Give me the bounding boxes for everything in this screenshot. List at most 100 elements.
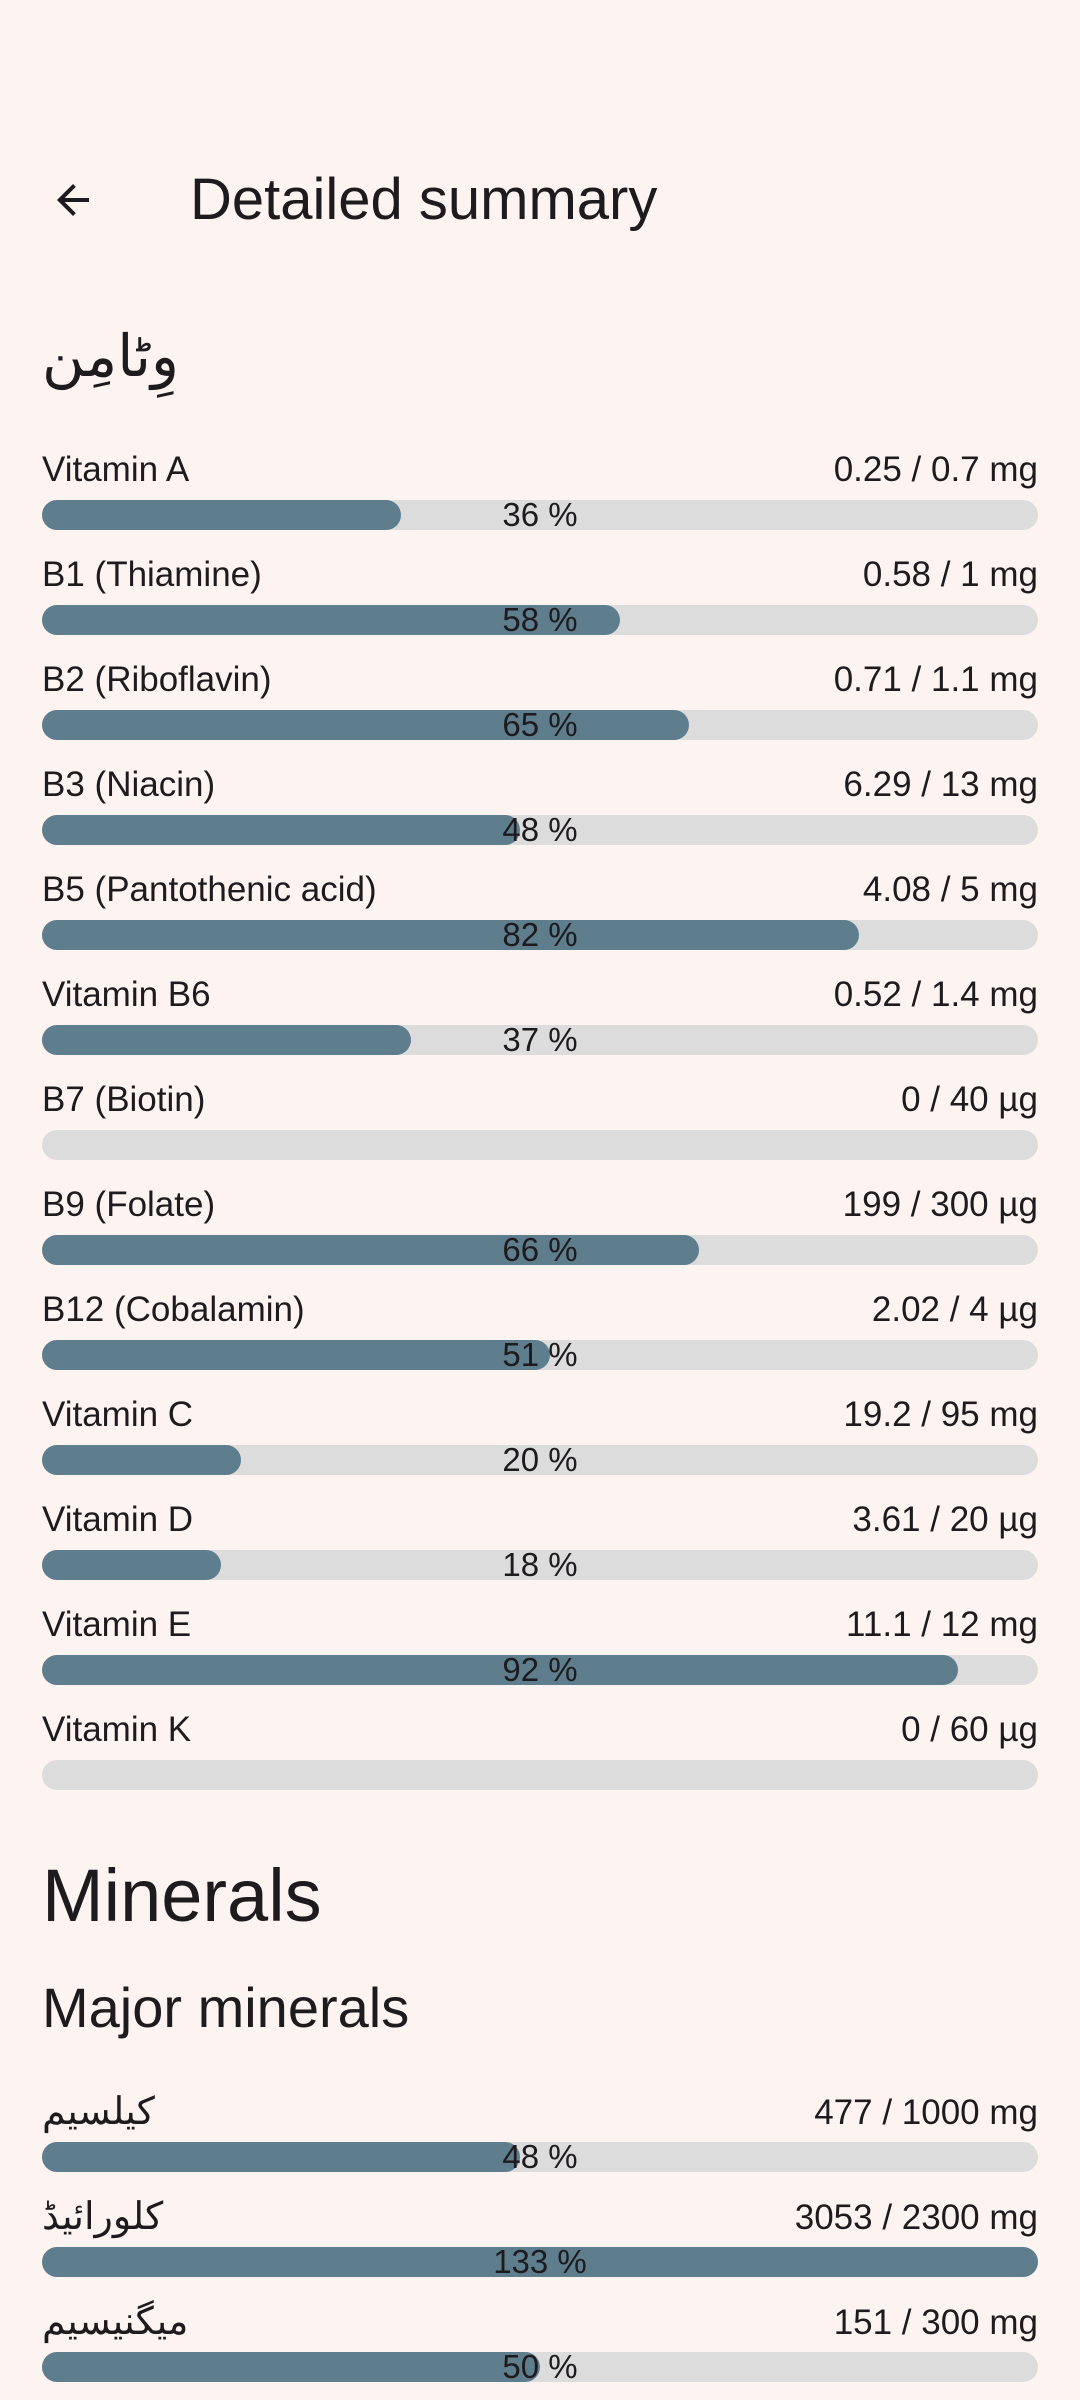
nutrient-value: 3.61 / 20 µg xyxy=(852,1500,1038,1539)
progress-bar: 48 % xyxy=(42,813,1038,847)
nutrient-row: B3 (Niacin) 6.29 / 13 mg 48 % xyxy=(42,763,1038,868)
nutrient-value: 199 / 300 µg xyxy=(842,1185,1038,1224)
nutrient-row: Vitamin B6 0.52 / 1.4 mg 37 % xyxy=(42,973,1038,1078)
nutrient-label: B12 (Cobalamin) xyxy=(42,1290,305,1329)
nutrient-value: 0.58 / 1 mg xyxy=(862,555,1038,594)
nutrient-row-head: B9 (Folate) 199 / 300 µg xyxy=(42,1183,1038,1227)
progress-percent-label: 65 % xyxy=(502,706,578,743)
nutrient-value: 0.52 / 1.4 mg xyxy=(833,975,1038,1014)
nutrient-value: 477 / 1000 mg xyxy=(814,2093,1038,2132)
progress-bar-fill xyxy=(42,920,859,950)
nutrient-label: B3 (Niacin) xyxy=(42,765,216,804)
arrow-left-icon xyxy=(49,176,97,224)
nutrient-label: میگنیسیم xyxy=(42,2301,189,2343)
nutrient-value: 0.25 / 0.7 mg xyxy=(833,450,1038,489)
progress-bar: 36 % xyxy=(42,496,1038,533)
progress-percent-label: 20 % xyxy=(502,1441,578,1478)
nutrient-label: B1 (Thiamine) xyxy=(42,555,262,594)
progress-bar-fill xyxy=(42,1655,959,1685)
nutrient-row-head: B12 (Cobalamin) 2.02 / 4 µg xyxy=(42,1288,1038,1332)
progress-bar: 50 % xyxy=(42,2348,1038,2385)
nutrient-value: 19.2 / 95 mg xyxy=(843,1395,1038,1434)
progress-bar-fill xyxy=(42,2352,540,2382)
nutrient-label: کلورائیڈ xyxy=(42,2196,164,2238)
nutrient-row: کیلسیم 477 / 1000 mg 48 % xyxy=(42,2090,1038,2195)
progress-bar: 66 % xyxy=(42,1231,1038,1268)
nutrient-label: B2 (Riboflavin) xyxy=(42,660,272,699)
progress-bar: 65 % xyxy=(42,706,1038,743)
progress-percent-label: 92 % xyxy=(502,1651,578,1688)
nutrient-row: Vitamin K 0 / 60 µg xyxy=(42,1708,1038,1813)
nutrient-label: Vitamin B6 xyxy=(42,975,211,1014)
nutrient-value: 0.71 / 1.1 mg xyxy=(833,660,1038,699)
nutrient-label: B5 (Pantothenic acid) xyxy=(42,870,377,909)
progress-percent-label: 133 % xyxy=(493,2243,587,2280)
progress-bar xyxy=(42,1130,1038,1160)
nutrient-value: 2.02 / 4 µg xyxy=(871,1290,1038,1329)
nutrient-value: 151 / 300 mg xyxy=(833,2303,1038,2342)
nutrient-row-head: کلورائیڈ 3053 / 2300 mg xyxy=(42,2195,1038,2239)
progress-percent-label: 36 % xyxy=(502,496,578,533)
nutrient-row-head: Vitamin A 0.25 / 0.7 mg xyxy=(42,448,1038,492)
nutrient-label: Vitamin A xyxy=(42,450,190,489)
progress-bar-fill xyxy=(42,500,401,530)
nutrient-row-head: B3 (Niacin) 6.29 / 13 mg xyxy=(42,763,1038,807)
content-scroll-area[interactable]: وِٹامِن Vitamin A 0.25 / 0.7 mg 36 % B1 … xyxy=(0,302,1080,2400)
progress-percent-label: 37 % xyxy=(502,1021,578,1058)
nutrient-row-head: B7 (Biotin) 0 / 40 µg xyxy=(42,1078,1038,1122)
progress-percent-label: 82 % xyxy=(502,916,578,953)
nutrient-row-head: Vitamin E 11.1 / 12 mg xyxy=(42,1603,1038,1647)
minerals-section-heading: Minerals xyxy=(42,1854,322,1937)
nutrient-row-head: Vitamin C 19.2 / 95 mg xyxy=(42,1393,1038,1437)
nutrient-row: B5 (Pantothenic acid) 4.08 / 5 mg 82 % xyxy=(42,868,1038,973)
progress-bar: 48 % xyxy=(42,2138,1038,2175)
nutrient-row: Vitamin D 3.61 / 20 µg 18 % xyxy=(42,1498,1038,1603)
nutrient-row: میگنیسیم 151 / 300 mg 50 % xyxy=(42,2300,1038,2400)
progress-bar: 133 % xyxy=(42,2243,1038,2280)
nutrient-label: Vitamin K xyxy=(42,1710,192,1749)
minerals-list: کیلسیم 477 / 1000 mg 48 % کلورائیڈ 3053 … xyxy=(0,2090,1080,2400)
nutrient-value: 6.29 / 13 mg xyxy=(843,765,1038,804)
nutrient-row-head: B1 (Thiamine) 0.58 / 1 mg xyxy=(42,553,1038,597)
progress-bar: 51 % xyxy=(42,1336,1038,1373)
nutrient-label: B7 (Biotin) xyxy=(42,1080,206,1119)
nutrient-row: Vitamin A 0.25 / 0.7 mg 36 % xyxy=(42,448,1038,553)
vitamins-section-heading: وِٹامِن xyxy=(42,324,180,389)
nutrient-row-head: میگنیسیم 151 / 300 mg xyxy=(42,2300,1038,2344)
nutrient-row-head: Vitamin D 3.61 / 20 µg xyxy=(42,1498,1038,1542)
nutrient-row-head: B5 (Pantothenic acid) 4.08 / 5 mg xyxy=(42,868,1038,912)
nutrient-row: کلورائیڈ 3053 / 2300 mg 133 % xyxy=(42,2195,1038,2300)
nutrient-value: 11.1 / 12 mg xyxy=(846,1605,1038,1644)
nutrient-value: 0 / 40 µg xyxy=(901,1080,1038,1119)
progress-bar-fill xyxy=(42,1340,550,1370)
nutrient-row-head: Vitamin K 0 / 60 µg xyxy=(42,1708,1038,1752)
nutrient-row: B1 (Thiamine) 0.58 / 1 mg 58 % xyxy=(42,553,1038,658)
nutrient-row: B7 (Biotin) 0 / 40 µg xyxy=(42,1078,1038,1183)
nutrient-row: B12 (Cobalamin) 2.02 / 4 µg 51 % xyxy=(42,1288,1038,1393)
progress-bar xyxy=(42,1760,1038,1790)
nutrient-value: 4.08 / 5 mg xyxy=(862,870,1038,909)
progress-bar-fill xyxy=(42,605,620,635)
major-minerals-subheading: Major minerals xyxy=(42,1976,410,2039)
nutrient-row-head: B2 (Riboflavin) 0.71 / 1.1 mg xyxy=(42,658,1038,702)
progress-bar-fill xyxy=(42,2247,1038,2277)
progress-percent-label: 18 % xyxy=(502,1546,578,1583)
nutrient-row: B2 (Riboflavin) 0.71 / 1.1 mg 65 % xyxy=(42,658,1038,763)
progress-percent-label: 66 % xyxy=(502,1231,578,1268)
nutrient-label: Vitamin D xyxy=(42,1500,194,1539)
progress-percent-label: 50 % xyxy=(502,2348,578,2385)
nutrient-row-head: Vitamin B6 0.52 / 1.4 mg xyxy=(42,973,1038,1017)
back-button[interactable] xyxy=(41,168,105,232)
progress-bar: 82 % xyxy=(42,916,1038,953)
progress-percent-label: 51 % xyxy=(502,1336,578,1373)
nutrient-row: Vitamin C 19.2 / 95 mg 20 % xyxy=(42,1393,1038,1498)
nutrient-label: کیلسیم xyxy=(42,2091,155,2133)
nutrient-row-head: کیلسیم 477 / 1000 mg xyxy=(42,2090,1038,2134)
progress-bar: 18 % xyxy=(42,1546,1038,1583)
progress-bar-fill xyxy=(42,710,690,740)
progress-bar-fill xyxy=(42,1235,700,1265)
vitamins-list: Vitamin A 0.25 / 0.7 mg 36 % B1 (Thiamin… xyxy=(0,448,1080,1813)
progress-percent-label: 48 % xyxy=(502,2138,578,2175)
progress-bar: 37 % xyxy=(42,1021,1038,1058)
